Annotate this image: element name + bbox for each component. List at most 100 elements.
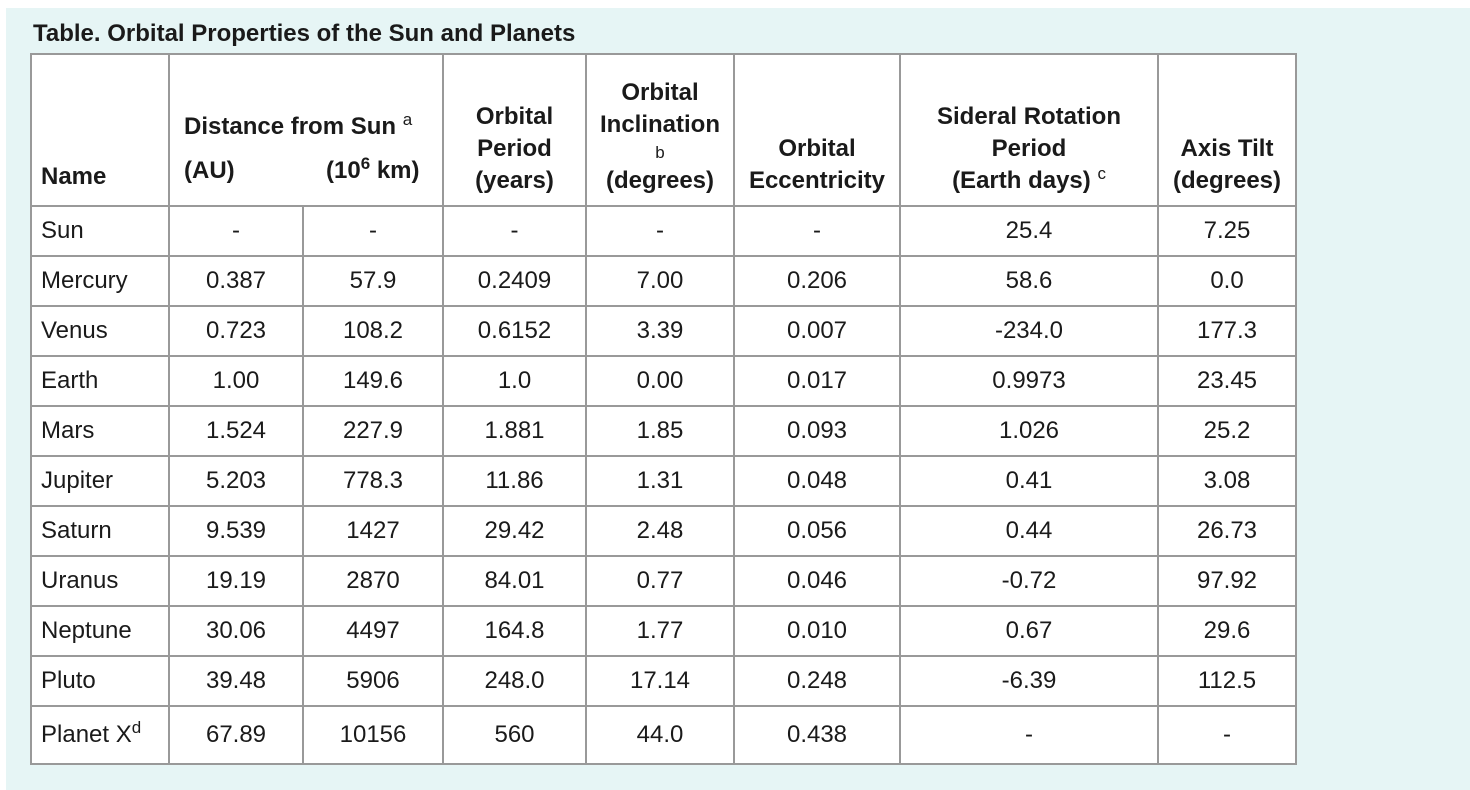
cell-orbital-inclination: 0.00	[585, 355, 735, 407]
cell-name: Earth	[30, 355, 170, 407]
cell-axis-tilt: 26.73	[1157, 505, 1297, 557]
cell-orbital-eccentricity: 0.438	[733, 705, 901, 765]
cell-sideral-rotation: 0.41	[899, 455, 1159, 507]
cell-distance-au: 0.387	[168, 255, 304, 307]
cell-distance-km: 149.6	[302, 355, 444, 407]
cell-distance-km: -	[302, 205, 444, 257]
cell-name: Pluto	[30, 655, 170, 707]
cell-name: Mars	[30, 405, 170, 457]
cell-distance-au: 39.48	[168, 655, 304, 707]
table-caption: Table. Orbital Properties of the Sun and…	[33, 20, 576, 47]
cell-sideral-rotation: 1.026	[899, 405, 1159, 457]
cell-distance-au: -	[168, 205, 304, 257]
table-row: Neptune 30.06 4497 164.8 1.77 0.010 0.67 29.6	[30, 605, 1297, 657]
cell-distance-km: 4497	[302, 605, 444, 657]
cell-orbital-period: 1.0	[442, 355, 587, 407]
cell-distance-km: 108.2	[302, 305, 444, 357]
cell-axis-tilt: 177.3	[1157, 305, 1297, 357]
cell-distance-au: 1.00	[168, 355, 304, 407]
cell-sideral-rotation: 0.67	[899, 605, 1159, 657]
cell-name: Mercury	[30, 255, 170, 307]
cell-orbital-inclination: 2.48	[585, 505, 735, 557]
cell-distance-km: 778.3	[302, 455, 444, 507]
cell-axis-tilt: 7.25	[1157, 205, 1297, 257]
cell-orbital-eccentricity: -	[733, 205, 901, 257]
cell-distance-km: 5906	[302, 655, 444, 707]
orbital-properties-table: Name Distance from Sun a (AU) (106 km) O…	[30, 53, 1297, 765]
table-row: Saturn 9.539 1427 29.42 2.48 0.056 0.44 26.73	[30, 505, 1297, 557]
cell-orbital-eccentricity: 0.093	[733, 405, 901, 457]
cell-distance-au: 0.723	[168, 305, 304, 357]
cell-orbital-inclination: 1.85	[585, 405, 735, 457]
header-distance-title: Distance from Sun a	[184, 110, 413, 140]
cell-orbital-period: 11.86	[442, 455, 587, 507]
cell-orbital-inclination: 1.77	[585, 605, 735, 657]
cell-orbital-period: 164.8	[442, 605, 587, 657]
cell-orbital-period: 0.6152	[442, 305, 587, 357]
header-distance-km: (106 km)	[326, 154, 420, 184]
cell-orbital-period: 84.01	[442, 555, 587, 607]
cell-distance-au: 19.19	[168, 555, 304, 607]
cell-orbital-eccentricity: 0.056	[733, 505, 901, 557]
cell-name: Jupiter	[30, 455, 170, 507]
cell-orbital-inclination: 3.39	[585, 305, 735, 357]
table-row: Pluto 39.48 5906 248.0 17.14 0.248 -6.39 112.5	[30, 655, 1297, 707]
header-sideral-rotation: Sideral Rotation Period (Earth days) c	[899, 53, 1159, 207]
cell-orbital-inclination: 1.31	[585, 455, 735, 507]
cell-name: Neptune	[30, 605, 170, 657]
cell-axis-tilt: 23.45	[1157, 355, 1297, 407]
cell-sideral-rotation: 58.6	[899, 255, 1159, 307]
cell-orbital-eccentricity: 0.248	[733, 655, 901, 707]
header-name: Name	[30, 53, 170, 207]
cell-axis-tilt: 97.92	[1157, 555, 1297, 607]
cell-orbital-inclination: 0.77	[585, 555, 735, 607]
cell-distance-au: 1.524	[168, 405, 304, 457]
cell-sideral-rotation: 0.44	[899, 505, 1159, 557]
cell-axis-tilt: -	[1157, 705, 1297, 765]
cell-orbital-period: 560	[442, 705, 587, 765]
cell-axis-tilt: 25.2	[1157, 405, 1297, 457]
header-distance-au: (AU)	[184, 157, 235, 184]
table-row: Earth 1.00 149.6 1.0 0.00 0.017 0.9973 23.45	[30, 355, 1297, 407]
footnote-a: a	[402, 110, 413, 129]
cell-distance-km: 1427	[302, 505, 444, 557]
header-axis-tilt: Axis Tilt (degrees)	[1157, 53, 1297, 207]
cell-distance-km: 227.9	[302, 405, 444, 457]
cell-sideral-rotation: -234.0	[899, 305, 1159, 357]
cell-sideral-rotation: -6.39	[899, 655, 1159, 707]
cell-name: Uranus	[30, 555, 170, 607]
cell-sideral-rotation: -0.72	[899, 555, 1159, 607]
cell-orbital-eccentricity: 0.017	[733, 355, 901, 407]
cell-orbital-eccentricity: 0.206	[733, 255, 901, 307]
header-orbital-period: Orbital Period (years)	[442, 53, 587, 207]
cell-orbital-inclination: 17.14	[585, 655, 735, 707]
cell-name: Planet Xd	[30, 705, 170, 765]
cell-name: Sun	[30, 205, 170, 257]
table-row: Uranus 19.19 2870 84.01 0.77 0.046 -0.72 97.92	[30, 555, 1297, 607]
footnote-c: c	[1097, 164, 1106, 183]
cell-distance-au: 9.539	[168, 505, 304, 557]
header-row: Name Distance from Sun a (AU) (106 km) O…	[30, 53, 1297, 207]
table-row: Mercury 0.387 57.9 0.2409 7.00 0.206 58.6 0.0	[30, 255, 1297, 307]
cell-distance-km: 10156	[302, 705, 444, 765]
cell-orbital-inclination: 44.0	[585, 705, 735, 765]
cell-orbital-eccentricity: 0.007	[733, 305, 901, 357]
header-orbital-inclination: Orbital Inclination b (degrees)	[585, 53, 735, 207]
cell-name: Venus	[30, 305, 170, 357]
cell-orbital-period: 248.0	[442, 655, 587, 707]
cell-axis-tilt: 0.0	[1157, 255, 1297, 307]
table-row: Planet Xd 67.89 10156 560 44.0 0.438- -	[30, 705, 1297, 765]
table-row: Sun - - - - -25.4 7.25	[30, 205, 1297, 257]
header-distance: Distance from Sun a (AU) (106 km)	[168, 53, 444, 207]
cell-orbital-eccentricity: 0.048	[733, 455, 901, 507]
cell-axis-tilt: 29.6	[1157, 605, 1297, 657]
cell-orbital-inclination: -	[585, 205, 735, 257]
cell-orbital-eccentricity: 0.010	[733, 605, 901, 657]
cell-axis-tilt: 112.5	[1157, 655, 1297, 707]
cell-orbital-period: 0.2409	[442, 255, 587, 307]
cell-sideral-rotation: 0.9973	[899, 355, 1159, 407]
header-orbital-eccentricity: Orbital Eccentricity	[733, 53, 901, 207]
cell-distance-au: 5.203	[168, 455, 304, 507]
table-row: Venus 0.723 108.2 0.6152 3.39 0.007 -234.0 177.…	[30, 305, 1297, 357]
cell-distance-au: 67.89	[168, 705, 304, 765]
